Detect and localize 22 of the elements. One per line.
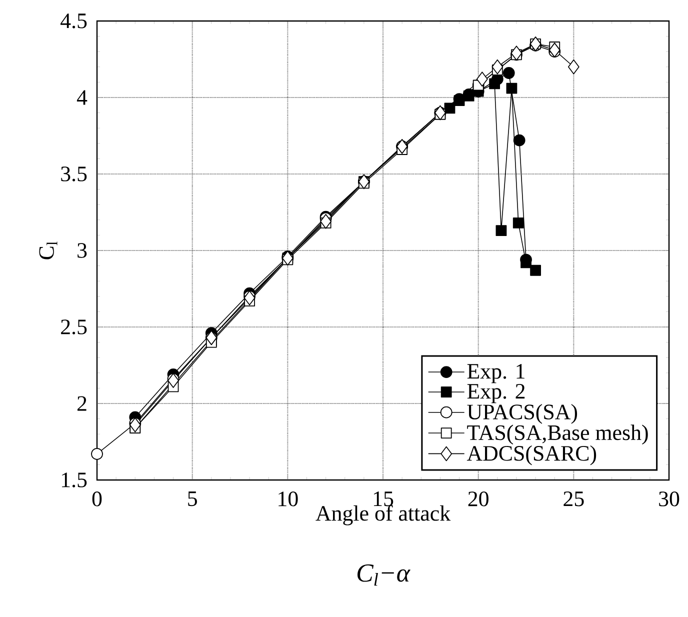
x-axis-title: Angle of attack [316, 505, 451, 526]
x-tick-label: 10 [278, 492, 298, 506]
x-tick-label: 30 [659, 492, 680, 506]
y-tick-label: 1.5 [62, 472, 87, 488]
legend-label: Exp. 2 [467, 384, 525, 404]
legend-label: TAS(SA,Base mesh) [467, 424, 648, 445]
y-tick-label: 2 [77, 396, 86, 411]
y-tick-label: 4 [76, 90, 88, 105]
y-tick-label: 2.5 [61, 320, 87, 334]
y-tick-label: 4.5 [60, 14, 87, 28]
x-tick-label: 15 [374, 492, 394, 506]
y-tick-label: 3.5 [61, 166, 87, 182]
legend-label: UPACS(SA) [467, 404, 578, 424]
x-tick-label: 25 [564, 492, 584, 506]
legend-label: Exp. 1 [467, 364, 524, 384]
x-tick-label: 20 [468, 492, 488, 506]
legend-label: ADCS(SARC) [466, 445, 596, 466]
text: C$_{l}$−α [358, 564, 410, 586]
x-tick-label: 0 [92, 492, 102, 506]
y-axis-title: C$_{l}$ [39, 242, 58, 260]
y-tick-label: 3 [78, 243, 87, 258]
x-tick-label: 5 [188, 491, 197, 506]
